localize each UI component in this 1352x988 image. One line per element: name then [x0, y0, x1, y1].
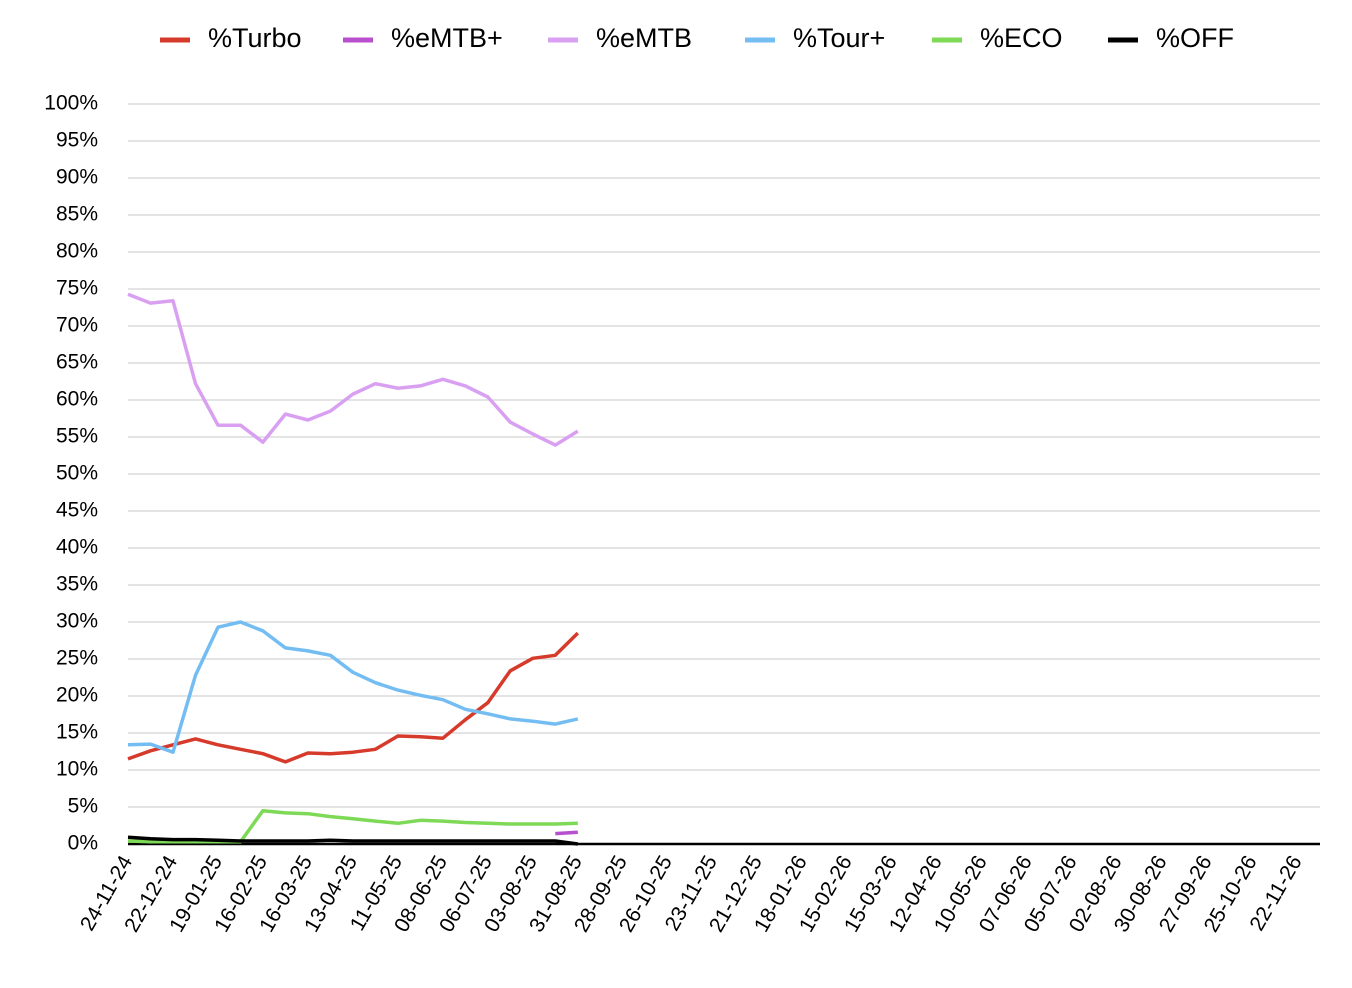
series-line: [555, 830, 578, 836]
y-tick-label: 100%: [44, 92, 98, 115]
y-tick-label: 85%: [56, 203, 98, 226]
y-tick-label: 60%: [56, 388, 98, 411]
y-tick-label: 90%: [56, 166, 98, 189]
y-tick-label: 95%: [56, 129, 98, 152]
y-tick-label: 40%: [56, 536, 98, 559]
legend-label: %ECO: [980, 23, 1063, 53]
y-tick-label: 70%: [56, 314, 98, 337]
legend-label: %eMTB: [596, 23, 692, 53]
y-tick-label: 55%: [56, 425, 98, 448]
y-tick-label: 75%: [56, 277, 98, 300]
series-line: [127, 808, 578, 844]
y-tick-label: 35%: [56, 573, 98, 596]
y-tick-label: 50%: [56, 462, 98, 485]
legend-label: %Tour+: [793, 23, 885, 53]
y-tick-label: 20%: [56, 684, 98, 707]
series-line: [127, 631, 580, 764]
series-line: [127, 292, 579, 447]
y-tick-label: 0%: [68, 832, 98, 855]
legend-label: %eMTB+: [391, 23, 503, 53]
y-tick-label: 65%: [56, 351, 98, 374]
y-tick-label: 45%: [56, 499, 98, 522]
legend-label: %Turbo: [208, 23, 302, 53]
series-line: [127, 835, 579, 846]
y-tick-label: 10%: [56, 758, 98, 781]
y-tick-label: 5%: [68, 795, 98, 818]
y-tick-label: 25%: [56, 647, 98, 670]
series-line: [127, 620, 579, 754]
y-tick-label: 80%: [56, 240, 98, 263]
y-tick-label: 15%: [56, 721, 98, 744]
legend-label: %OFF: [1156, 23, 1234, 53]
y-tick-label: 30%: [56, 610, 98, 633]
